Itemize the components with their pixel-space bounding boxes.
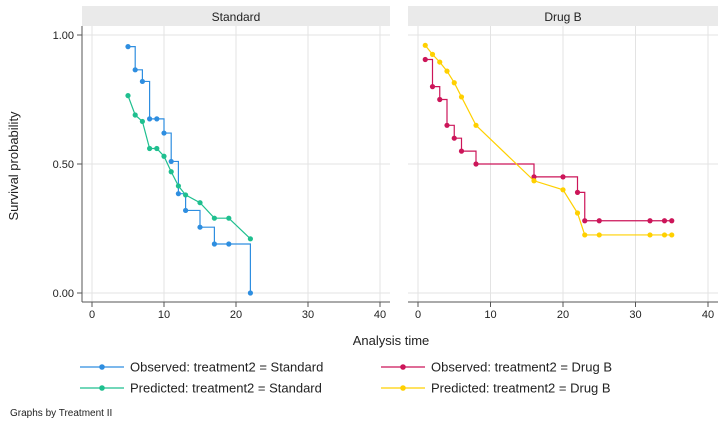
data-point — [147, 116, 153, 122]
data-point — [661, 218, 668, 224]
data-point — [458, 94, 465, 100]
x-tick-label: 40 — [702, 309, 714, 321]
data-point — [596, 218, 602, 224]
series-predicted-treatment2-drug-b — [422, 42, 675, 238]
x-tick-label: 0 — [89, 309, 95, 321]
data-point — [669, 218, 675, 224]
data-point — [473, 161, 479, 167]
y-tick-label: 0.50 — [53, 159, 74, 171]
x-tick-label: 30 — [302, 309, 314, 321]
data-point — [574, 210, 581, 216]
data-point — [560, 174, 566, 180]
data-point — [429, 51, 436, 57]
legend-marker — [99, 364, 105, 370]
legend-item-predicted-treatment2-drug-b: Predicted: treatment2 = Drug B — [381, 381, 611, 396]
data-point — [444, 122, 450, 128]
data-point — [437, 59, 443, 65]
panel-standard: Standard 0 10 20 30 40 0.00 0.50 1.00 — [53, 6, 390, 321]
data-point — [582, 232, 588, 238]
data-point — [451, 135, 457, 141]
series-predicted-treatment2-standard — [125, 93, 253, 242]
x-tick-label: 20 — [557, 309, 569, 321]
data-point — [531, 174, 537, 180]
graph-note: Graphs by Treatment II — [10, 408, 112, 419]
legend-marker — [400, 385, 406, 391]
data-point — [211, 215, 217, 221]
legend-item-observed-treatment2-standard: Observed: treatment2 = Standard — [80, 360, 323, 375]
data-point — [183, 207, 189, 214]
data-point — [125, 93, 131, 99]
x-tick-label: 10 — [158, 309, 170, 321]
data-point — [168, 158, 174, 165]
panel-title: Standard — [212, 10, 261, 24]
series-observed-treatment2-standard — [125, 44, 253, 296]
series-observed-treatment2-drug-b — [422, 56, 675, 224]
data-point — [574, 189, 581, 195]
legend-marker — [400, 364, 406, 370]
y-axis-label: Survival probability — [6, 111, 21, 221]
x-tick-label: 0 — [415, 309, 421, 321]
data-point — [661, 232, 668, 238]
data-point — [197, 200, 203, 206]
panel-drug-b: Drug B 0 10 20 30 40 — [408, 6, 718, 321]
x-tick-label: 30 — [629, 309, 641, 321]
data-point — [175, 183, 181, 189]
data-point — [147, 145, 153, 152]
data-point — [437, 96, 443, 103]
legend-label: Predicted: treatment2 = Standard — [130, 381, 322, 396]
panel-header — [82, 6, 390, 26]
data-point — [429, 84, 436, 90]
data-point — [175, 191, 181, 197]
data-point — [226, 215, 232, 221]
data-point — [247, 236, 253, 242]
data-point — [161, 153, 167, 159]
data-point — [247, 290, 253, 296]
legend-item-predicted-treatment2-standard: Predicted: treatment2 = Standard — [80, 381, 322, 396]
data-point — [647, 218, 653, 224]
x-tick-label: 10 — [484, 309, 496, 321]
data-point — [422, 56, 428, 63]
data-point — [211, 241, 217, 247]
data-point — [444, 68, 450, 74]
data-point — [154, 145, 160, 152]
data-point — [473, 122, 479, 128]
data-point — [560, 187, 566, 193]
panel-title: Drug B — [544, 10, 581, 24]
legend-item-observed-treatment2-drug-b: Observed: treatment2 = Drug B — [381, 360, 612, 375]
y-tick-label: 1.00 — [53, 30, 74, 42]
data-point — [422, 42, 428, 48]
data-point — [669, 232, 675, 238]
x-axis-label: Analysis time — [353, 333, 430, 348]
data-point — [197, 224, 203, 230]
data-point — [226, 241, 232, 247]
panel-header — [408, 6, 718, 26]
data-point — [596, 232, 602, 238]
data-point — [139, 118, 145, 125]
data-point — [154, 116, 160, 122]
data-point — [161, 130, 167, 136]
x-tick-label: 20 — [230, 309, 242, 321]
legend-label: Predicted: treatment2 = Drug B — [431, 381, 611, 396]
data-point — [125, 44, 131, 50]
x-tick-label: 40 — [374, 309, 386, 321]
data-point — [647, 232, 653, 238]
data-point — [582, 218, 588, 224]
data-point — [132, 112, 138, 118]
data-point — [183, 192, 189, 198]
data-point — [531, 178, 537, 184]
data-point — [168, 169, 174, 175]
legend-marker — [99, 385, 105, 391]
legend-label: Observed: treatment2 = Drug B — [431, 360, 612, 375]
legend: Observed: treatment2 = Standard Observed:… — [80, 360, 612, 396]
data-point — [139, 78, 145, 85]
data-point — [458, 148, 465, 154]
y-tick-label: 0.00 — [53, 288, 74, 300]
legend-label: Observed: treatment2 = Standard — [130, 360, 323, 375]
data-point — [451, 80, 457, 86]
panels: Standard 0 10 20 30 40 0.00 0.50 1.00 Drug B 0 10 20… — [53, 6, 718, 321]
data-point — [132, 67, 138, 73]
